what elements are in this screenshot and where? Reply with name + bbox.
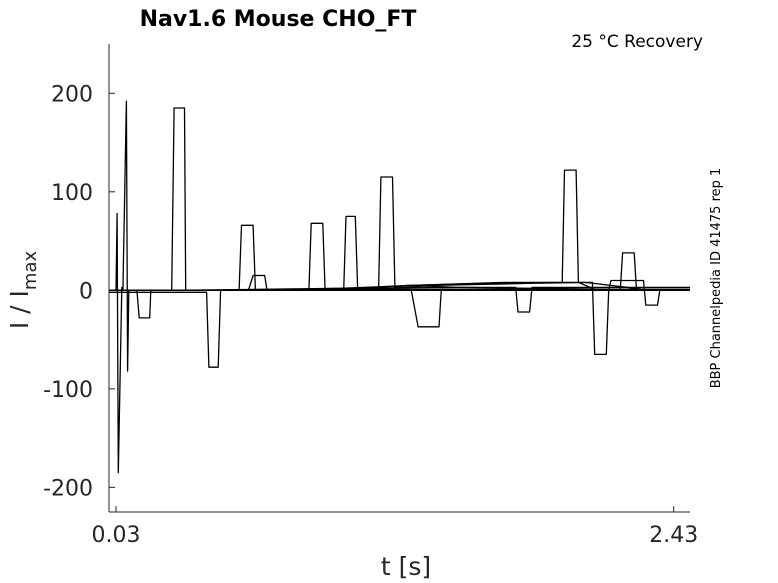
svg-text:I / Imax: I / Imax <box>5 251 41 330</box>
y-tick-label: 100 <box>51 181 93 206</box>
side-label-text: BBP Channelpedia ID 41475 rep 1 <box>709 168 724 389</box>
y-tick-label: -100 <box>43 378 93 403</box>
trace-line-9 <box>109 176 690 291</box>
chart-subtitle: 25 °C Recovery <box>571 32 703 52</box>
side-label: BBP Channelpedia ID 41475 rep 1 <box>709 168 724 389</box>
y-axis-label-main: I / I <box>5 290 34 329</box>
trace-line-2 <box>109 100 690 372</box>
x-axis-ticks: 0.03 2.43 <box>91 506 698 548</box>
x-axis-label: t [s] <box>381 552 431 581</box>
trace-line-8 <box>109 215 690 356</box>
trace-line-5 <box>109 288 690 368</box>
y-tick-label: 200 <box>51 82 93 107</box>
y-axis-label: I / Imax <box>5 251 41 330</box>
trace-line-7 <box>109 169 690 291</box>
trace-line-10 <box>109 279 690 306</box>
trace-line-4 <box>109 107 690 291</box>
y-axis-ticks: 200 100 0 -100 -200 <box>43 82 115 501</box>
y-tick-label: 0 <box>79 279 93 304</box>
trace-line-3 <box>109 274 690 319</box>
chart-title: Nav1.6 Mouse CHO_FT <box>140 7 417 32</box>
trace-group <box>109 100 690 474</box>
x-tick-label: 2.43 <box>649 523 698 548</box>
trace-line-1 <box>109 212 690 474</box>
y-tick-label: -200 <box>43 476 93 501</box>
trace-line-6 <box>109 224 690 313</box>
y-axis-label-sub: max <box>20 251 41 291</box>
x-tick-label: 0.03 <box>91 523 140 548</box>
